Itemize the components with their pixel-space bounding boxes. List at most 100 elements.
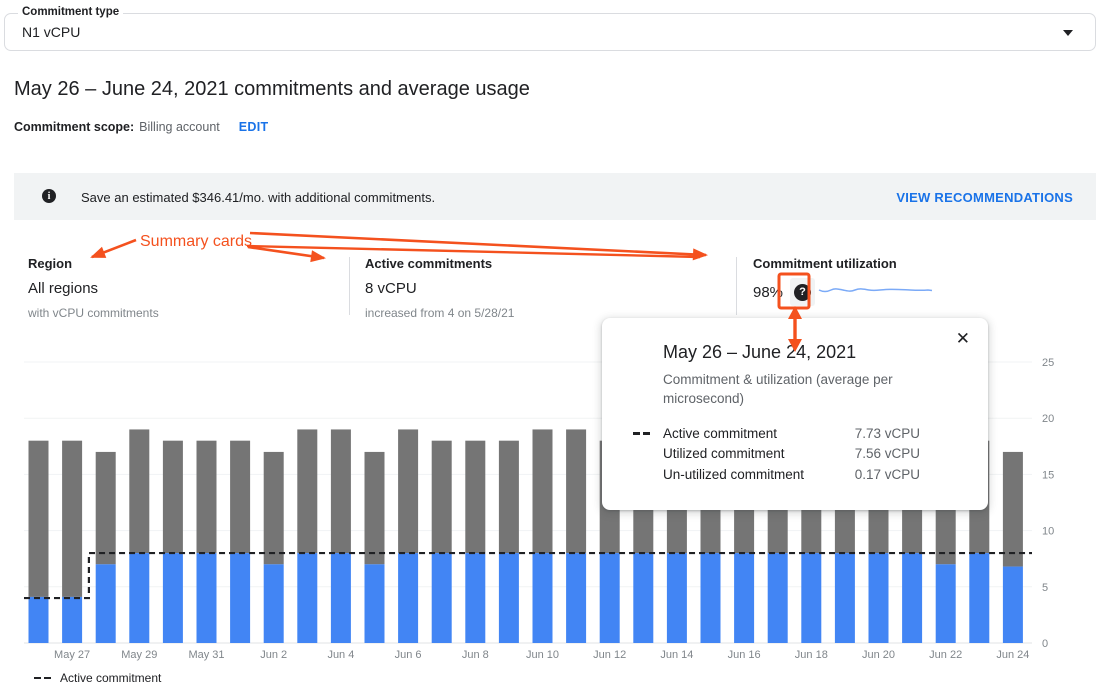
region-card: Region All regions with vCPU commitments (28, 256, 159, 320)
close-icon[interactable]: ✕ (955, 329, 970, 348)
bar-utilized-commitment[interactable] (666, 553, 687, 643)
bar-utilized-commitment[interactable] (566, 553, 587, 643)
commitment-type-value: N1 vCPU (22, 24, 81, 40)
x-axis-label: May 29 (121, 649, 157, 661)
commitment-utilization-card: Commitment utilization 98% ? (753, 256, 934, 306)
bar-utilized-commitment[interactable] (599, 553, 620, 643)
bar-total-usage[interactable] (129, 429, 150, 554)
card-divider (736, 257, 737, 315)
bar-utilized-commitment[interactable] (162, 553, 183, 643)
bar-utilized-commitment[interactable] (129, 553, 150, 643)
y-axis-label: 20 (1042, 413, 1054, 425)
bar-utilized-commitment[interactable] (700, 553, 721, 643)
bar-total-usage[interactable] (330, 429, 351, 554)
commitment-utilization-card-title: Commitment utilization (753, 256, 897, 271)
bar-utilized-commitment[interactable] (465, 553, 486, 643)
bar-total-usage[interactable] (95, 451, 116, 565)
bar-total-usage[interactable] (1002, 451, 1023, 567)
dashed-line-icon (633, 431, 651, 435)
y-axis-label: 15 (1042, 469, 1054, 481)
x-axis-label: Jun 16 (728, 649, 761, 661)
bar-total-usage[interactable] (162, 440, 183, 554)
legend-label: Active commitment (60, 671, 162, 685)
popover-title: May 26 – June 24, 2021 (663, 342, 857, 362)
bar-total-usage[interactable] (431, 440, 452, 554)
active-commitments-card: Active commitments 8 vCPU increased from… (365, 256, 514, 320)
scope-label: Commitment scope: (14, 120, 135, 134)
bar-utilized-commitment[interactable] (1002, 566, 1023, 643)
bar-utilized-commitment[interactable] (364, 564, 385, 643)
bar-total-usage[interactable] (297, 429, 318, 554)
bar-utilized-commitment[interactable] (62, 596, 83, 643)
bar-utilized-commitment[interactable] (767, 553, 788, 643)
active-commitments-card-subtitle: increased from 4 on 5/28/21 (365, 306, 515, 320)
bar-total-usage[interactable] (532, 429, 553, 554)
card-divider (349, 257, 350, 315)
bar-utilized-commitment[interactable] (230, 553, 251, 643)
active-commitments-card-value: 8 vCPU (365, 280, 417, 297)
x-axis-label: Jun 20 (862, 649, 895, 661)
scope-value: Billing account (139, 120, 220, 134)
bar-utilized-commitment[interactable] (431, 553, 452, 643)
popover-rows: Active commitment 7.73 vCPU Utilized com… (633, 423, 920, 485)
bar-utilized-commitment[interactable] (633, 553, 654, 643)
bar-utilized-commitment[interactable] (297, 553, 318, 643)
bar-utilized-commitment[interactable] (95, 564, 116, 643)
x-axis-label: Jun 6 (395, 649, 422, 661)
bar-utilized-commitment[interactable] (196, 553, 217, 643)
bar-total-usage[interactable] (62, 440, 83, 597)
edit-scope-button[interactable]: EDIT (238, 120, 269, 134)
bar-utilized-commitment[interactable] (868, 553, 889, 643)
page-title: May 26 – June 24, 2021 commitments and a… (14, 78, 530, 100)
bar-total-usage[interactable] (263, 451, 284, 565)
x-axis-label: Jun 12 (593, 649, 626, 661)
commitment-scope-row: Commitment scope: Billing account EDIT (14, 120, 268, 134)
bar-utilized-commitment[interactable] (28, 596, 49, 643)
popover-row-utilized-commitment: Utilized commitment 7.56 vCPU (663, 446, 920, 462)
bar-utilized-commitment[interactable] (330, 553, 351, 643)
chart-legend: Active commitment (34, 671, 161, 685)
view-recommendations-button[interactable]: VIEW RECOMMENDATIONS (896, 190, 1073, 205)
y-axis-label: 10 (1042, 526, 1054, 538)
utilization-popover: ✕ May 26 – June 24, 2021 Commitment & ut… (602, 318, 988, 510)
commitment-type-select[interactable]: Commitment type N1 vCPU (4, 6, 1096, 51)
bar-utilized-commitment[interactable] (398, 553, 419, 643)
popover-row-active-commitment: Active commitment 7.73 vCPU (633, 423, 920, 444)
bar-utilized-commitment[interactable] (734, 553, 755, 643)
bar-utilized-commitment[interactable] (801, 553, 822, 643)
commitment-utilization-value: 98% (753, 283, 784, 301)
x-axis-label: Jun 10 (526, 649, 559, 661)
bar-utilized-commitment[interactable] (969, 553, 990, 643)
bar-total-usage[interactable] (465, 440, 486, 554)
bar-total-usage[interactable] (398, 429, 419, 554)
bar-utilized-commitment[interactable] (532, 553, 553, 643)
region-card-subtitle: with vCPU commitments (28, 306, 159, 320)
bar-utilized-commitment[interactable] (935, 564, 956, 643)
help-button[interactable]: ? (790, 278, 816, 306)
y-axis-label: 0 (1042, 638, 1048, 650)
annotation-label: Summary cards (140, 233, 252, 250)
bar-utilized-commitment[interactable] (263, 564, 284, 643)
x-axis-label: Jun 18 (795, 649, 828, 661)
bar-utilized-commitment[interactable] (498, 553, 519, 643)
chevron-down-icon[interactable] (1063, 30, 1073, 36)
x-axis-label: Jun 8 (462, 649, 489, 661)
bar-total-usage[interactable] (196, 440, 217, 554)
bar-total-usage[interactable] (230, 440, 251, 554)
bar-utilized-commitment[interactable] (834, 553, 855, 643)
x-axis-label: Jun 2 (260, 649, 287, 661)
bar-utilized-commitment[interactable] (902, 553, 923, 643)
bar-total-usage[interactable] (498, 440, 519, 554)
bar-total-usage[interactable] (364, 451, 385, 565)
annotation-arrow-active (247, 245, 326, 263)
bar-total-usage[interactable] (566, 429, 587, 554)
active-commitment-line (24, 551, 1032, 600)
y-axis-label: 5 (1042, 582, 1048, 594)
annotation-arrow-utilization (249, 231, 708, 261)
help-icon: ? (794, 283, 812, 301)
x-axis-label: Jun 4 (327, 649, 354, 661)
x-axis-label: Jun 24 (996, 649, 1029, 661)
bar-total-usage[interactable] (28, 440, 49, 597)
x-axis-label: Jun 14 (660, 649, 693, 661)
